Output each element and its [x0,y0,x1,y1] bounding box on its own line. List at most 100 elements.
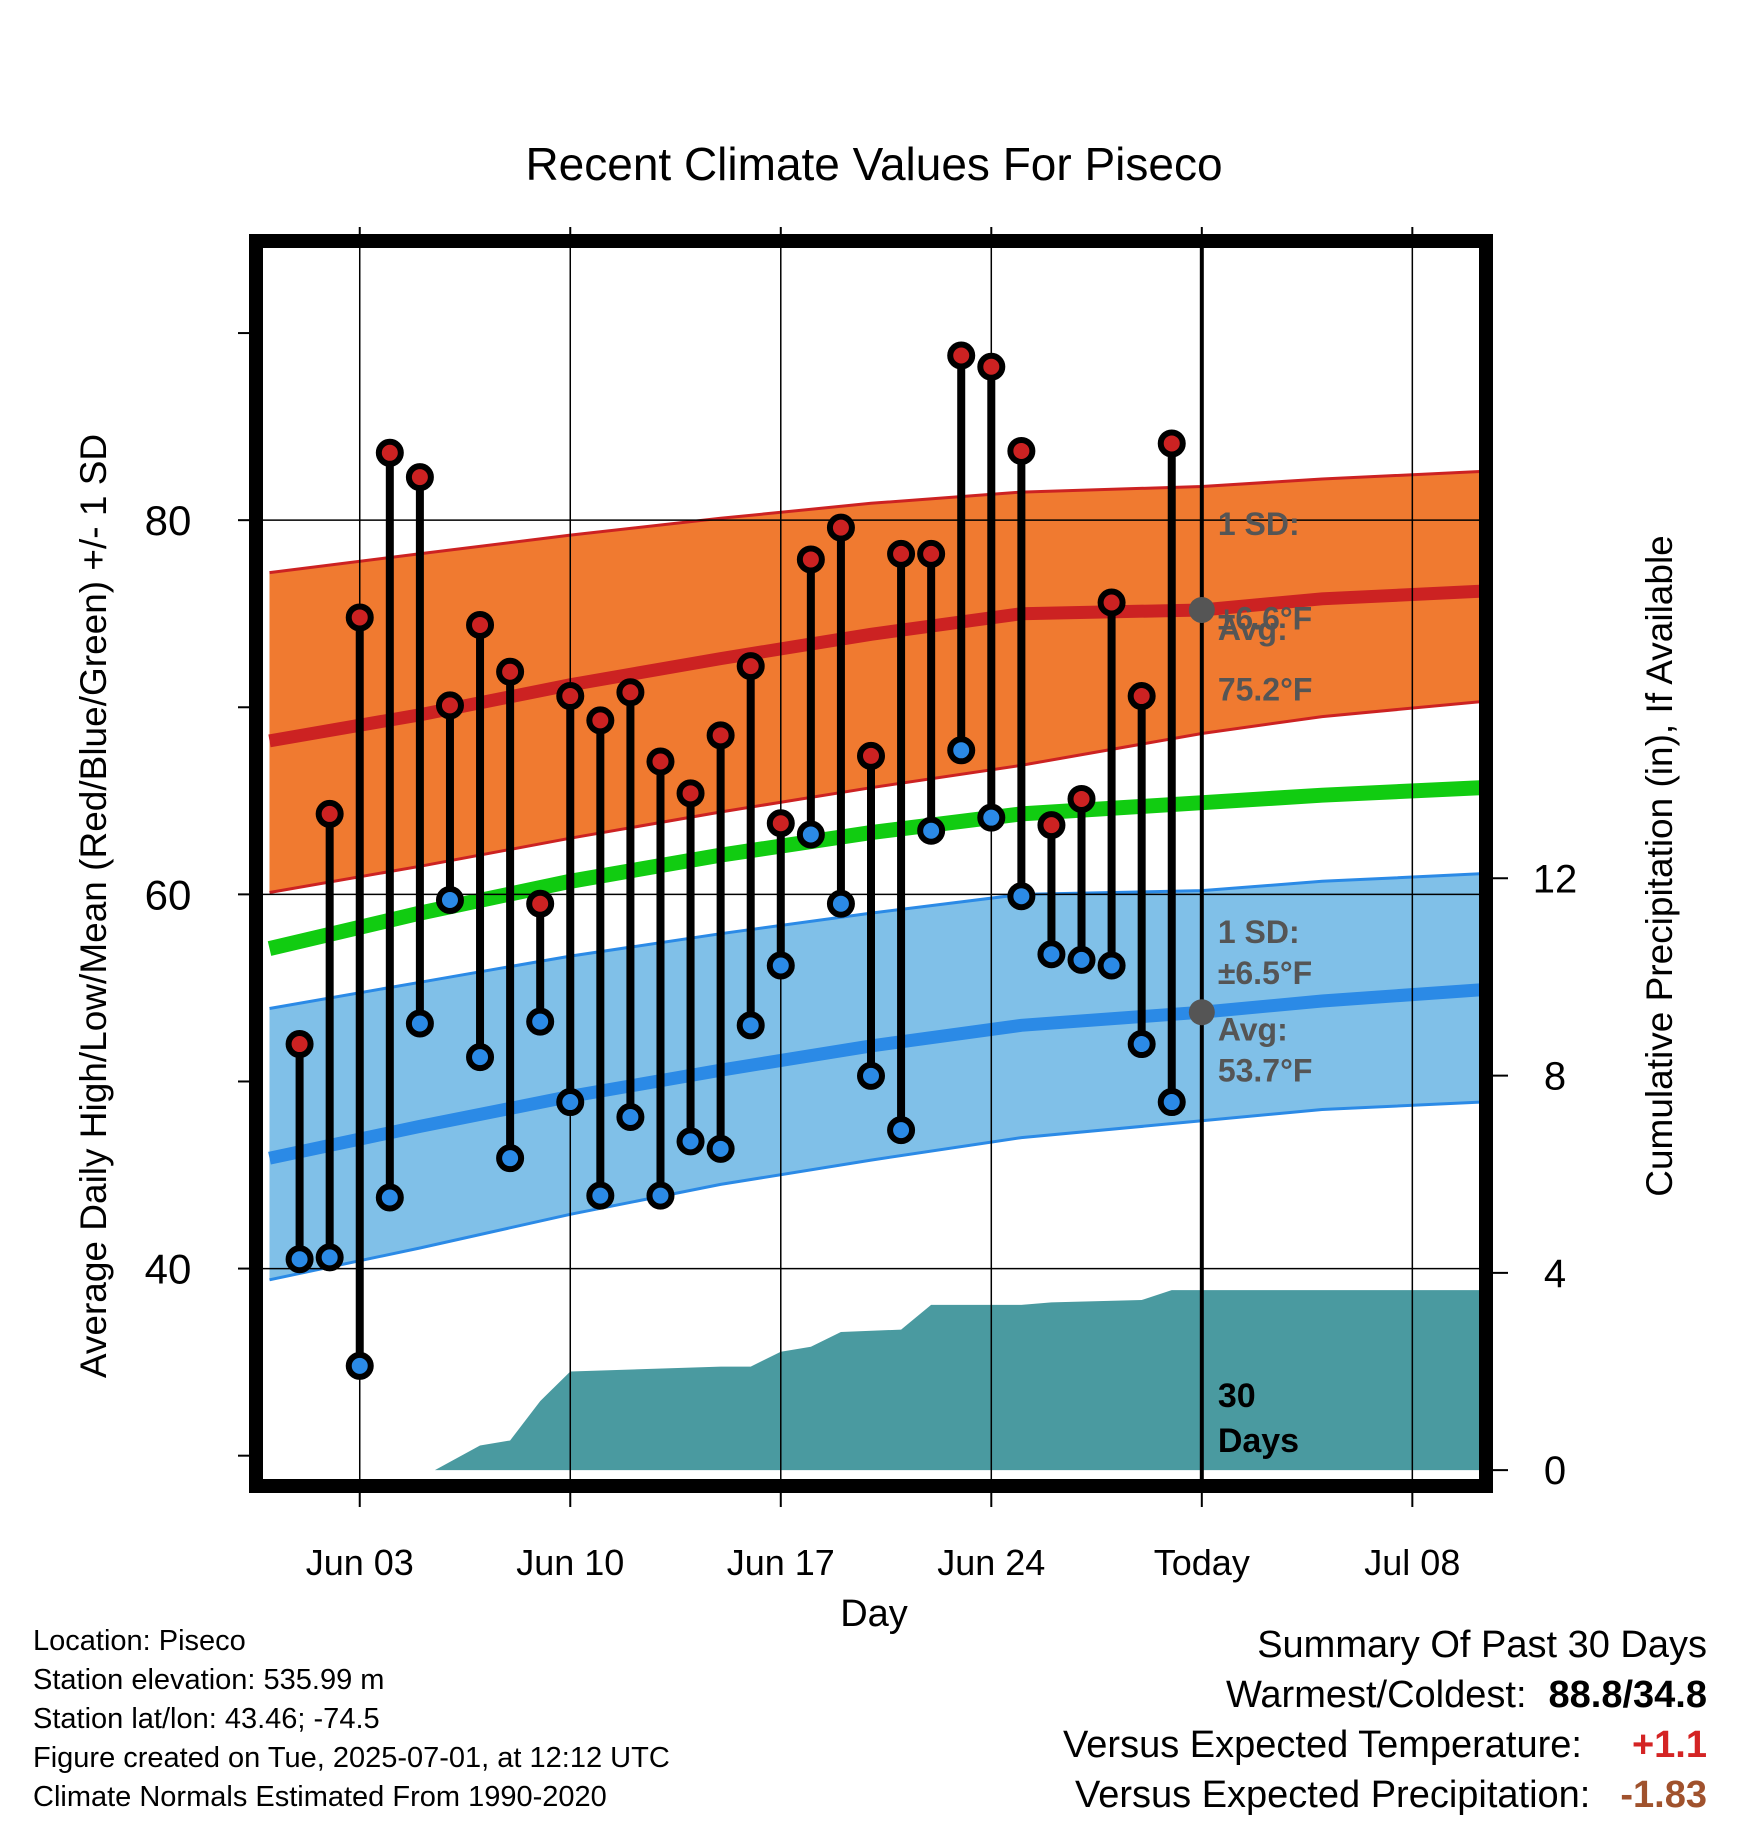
high-point [616,678,645,707]
high-point [766,809,795,838]
precip-departure-label: Versus Expected Precipitation: [1074,1774,1591,1816]
low-point [887,1116,916,1145]
low-sd-label: 1 SD: [1218,914,1300,950]
location-text: Location: Piseco [33,1625,246,1657]
high-point [375,438,404,467]
high-point [556,682,585,711]
y-axis-right-label: Cumulative Precipitation (in), If Availa… [1639,535,1680,1197]
x-tick-label: Jun 10 [516,1542,624,1583]
x-tick-label: Today [1154,1542,1250,1583]
high-sd-label: 1 SD: [1218,506,1300,542]
y-left-tick-label: 40 [145,1246,192,1293]
high-point [1067,784,1096,813]
high-point [1127,682,1156,711]
high-point [285,1030,314,1059]
low-avg-marker [1188,999,1215,1026]
high-point [947,341,976,370]
low-point [977,803,1006,832]
low-point [796,820,825,849]
high-point [1097,588,1126,617]
summary-title: Summary Of Past 30 Days [1257,1624,1707,1666]
high-point [676,779,705,808]
high-point [857,741,885,770]
y-right-tick-label: 4 [1544,1252,1566,1296]
low-point [466,1043,495,1072]
precip-departure-row: Versus Expected Precipitation: -1.83 [1063,1770,1707,1820]
low-point [315,1243,344,1272]
high-point [435,691,464,720]
x-tick-label: Jun 17 [727,1542,835,1583]
normals-text: Climate Normals Estimated From 1990-2020 [33,1781,607,1813]
latlon-text: Station lat/lon: 43.46; -74.5 [33,1703,380,1735]
days-count: 30 [1218,1377,1256,1415]
low-point [526,1007,555,1036]
high-point [887,539,916,568]
y-right-tick-label: 8 [1544,1055,1566,1099]
warmest-coldest-label: Warmest/Coldest: [1225,1674,1527,1716]
low-point [1007,882,1036,911]
high-point [1157,429,1186,458]
station-info: Location: Piseco Station elevation: 535.… [33,1622,670,1817]
high-point [526,889,555,918]
y-right-tick-label: 12 [1533,857,1578,901]
low-point [1097,951,1126,980]
high-point [646,747,675,776]
y-right-tick-label: 0 [1544,1449,1566,1493]
high-point [826,513,855,542]
low-avg-label: Avg: [1218,1011,1288,1047]
low-point [826,889,855,918]
x-tick-label: Jun 24 [937,1542,1045,1583]
high-point [315,799,344,828]
y-left-tick-label: 60 [145,871,192,918]
low-point [616,1103,645,1132]
days-label: Days [1218,1422,1299,1460]
high-point [917,539,946,568]
low-point [556,1088,585,1117]
low-point [1067,945,1096,974]
warmest-coldest-row: Warmest/Coldest: 88.8/34.8 [1063,1670,1707,1720]
low-point [435,885,464,914]
plot-frame [249,234,1493,1493]
high-point [736,652,765,681]
low-point [285,1245,314,1274]
elevation-text: Station elevation: 535.99 m [33,1664,385,1696]
x-axis-label: Day [840,1593,908,1635]
high-point [496,657,525,686]
temp-departure-value: +1.1 [1631,1724,1707,1766]
low-point [345,1351,374,1380]
created-text: Figure created on Tue, 2025-07-01, at 12… [33,1742,670,1774]
low-point [857,1061,885,1090]
warmest-coldest-value: 88.8/34.8 [1548,1674,1707,1716]
high-avg-marker [1188,596,1215,623]
low-sd-value: ±6.5°F [1218,955,1312,991]
low-sd-lower-line [269,1100,1480,1282]
summary-panel: Summary Of Past 30 Days Warmest/Coldest:… [1063,1620,1707,1820]
high-point [1037,811,1066,840]
high-point [345,603,374,632]
temp-departure-row: Versus Expected Temperature: +1.1 [1063,1720,1707,1770]
x-tick-label: Jun 03 [306,1542,414,1583]
low-point [496,1144,525,1173]
low-point [947,736,976,765]
low-point [586,1181,615,1210]
high-point [1007,436,1036,465]
y-left-tick-label: 80 [145,497,192,544]
low-point [917,816,946,845]
high-point [796,545,825,574]
temp-departure-label: Versus Expected Temperature: [1063,1724,1582,1766]
high-sd-value: ±6.6°F [1218,600,1312,636]
x-tick-label: Jul 08 [1364,1542,1460,1583]
low-point [646,1181,675,1210]
low-point [405,1009,434,1038]
high-point [586,706,615,735]
chart-title: Recent Climate Values For Piseco [525,138,1222,190]
low-point [766,951,795,980]
low-point [736,1011,765,1040]
high-sd-upper-line [269,470,1480,575]
low-point [1037,940,1066,969]
high-point [977,352,1006,381]
low-point [1157,1088,1186,1117]
low-point [375,1183,404,1212]
